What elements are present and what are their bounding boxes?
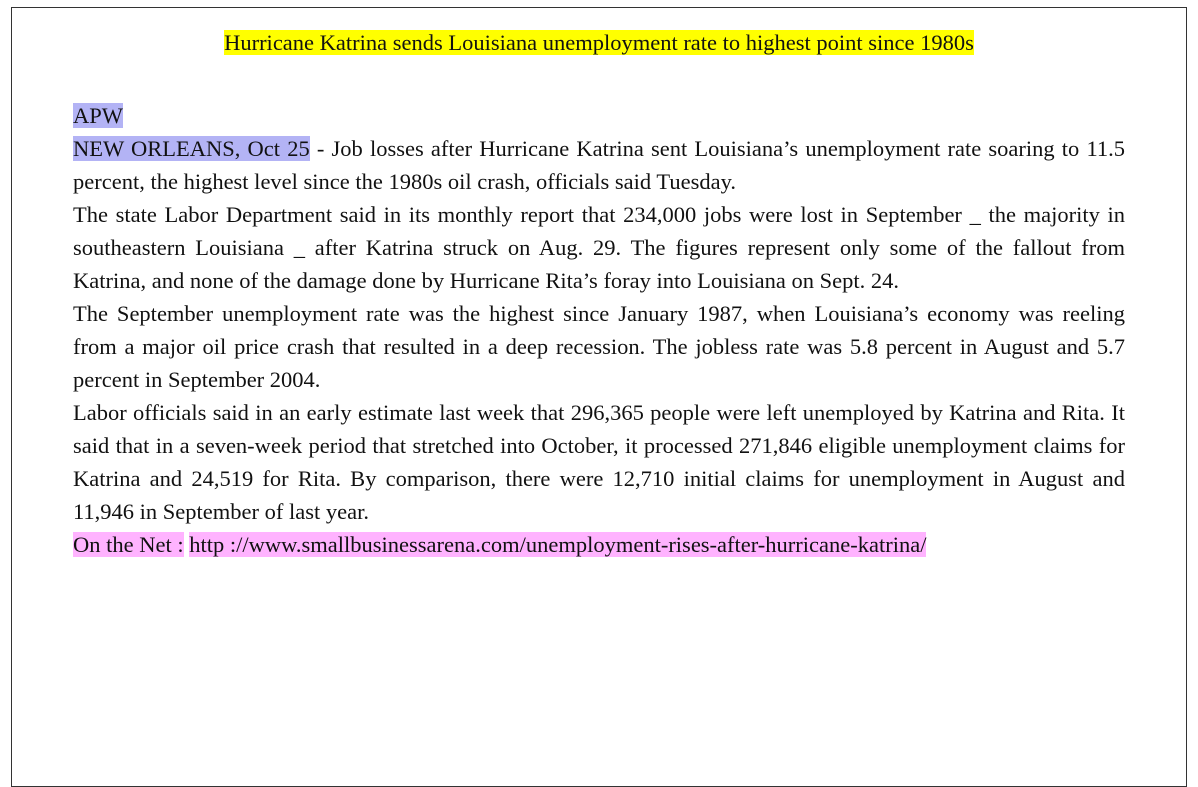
paragraph-text: - Job losses after Hurricane Katrina sen…: [73, 136, 1125, 194]
headline-text: Hurricane Katrina sends Louisiana unempl…: [224, 30, 974, 55]
paragraph: NEW ORLEANS, Oct 25 - Job losses after H…: [73, 132, 1125, 198]
article: Hurricane Katrina sends Louisiana unempl…: [73, 26, 1125, 561]
paragraph: The September unemployment rate was the …: [73, 301, 1125, 392]
source: APW: [73, 103, 123, 128]
paragraph: The state Labor Department said in its m…: [73, 202, 1125, 293]
headline: Hurricane Katrina sends Louisiana unempl…: [73, 26, 1125, 59]
net-line: On the Net : http ://www.smallbusinessar…: [73, 528, 1125, 561]
source-line: APW: [73, 99, 1125, 132]
net-url: http ://www.smallbusinessarena.com/unemp…: [189, 532, 927, 557]
paragraph: Labor officials said in an early estimat…: [73, 400, 1125, 524]
dateline: NEW ORLEANS, Oct 25: [73, 136, 310, 161]
net-label: On the Net :: [73, 532, 184, 557]
